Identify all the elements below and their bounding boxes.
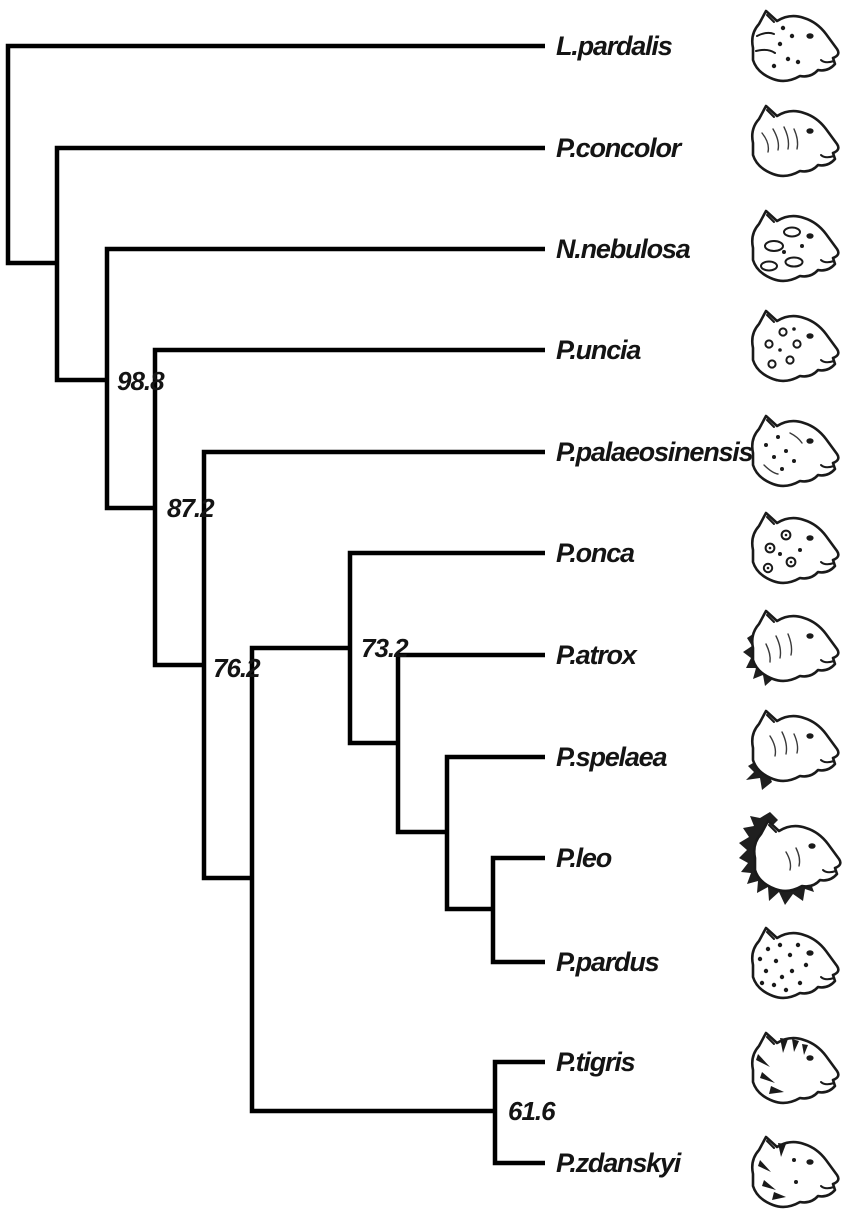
taxon-label-p-leo: P.leo — [556, 843, 612, 873]
leopard-head-icon — [736, 921, 848, 1013]
branch-patrox-clade — [395, 652, 545, 835]
puma-head-icon — [736, 99, 848, 191]
taxon-label-p-atrox: P.atrox — [556, 640, 637, 670]
taxon-label-p-spelaea: P.spelaea — [556, 742, 668, 772]
clouded-leopard-head-icon — [736, 204, 848, 296]
tiger-head-icon — [736, 1026, 848, 1118]
jaguar-head-icon — [736, 506, 848, 598]
branch-ptigris-pzdanskyi-clade — [492, 1059, 545, 1166]
cave-lion-head-icon — [736, 704, 848, 796]
ocelot-head-icon — [736, 4, 848, 96]
branch-ponca-clade — [347, 550, 545, 746]
branch-nnebulosa-clade — [104, 246, 545, 511]
branch-pleo-ppardus-clade — [490, 855, 545, 965]
support-value-98-8: 98.8 — [117, 366, 165, 396]
lion-head-icon — [736, 806, 848, 910]
taxon-label-p-palaeosinensis: P.palaeosinensis — [556, 437, 754, 467]
branch-crown-split — [249, 645, 495, 1114]
taxon-label-p-uncia: P.uncia — [556, 335, 641, 365]
american-lion-head-icon — [736, 604, 848, 696]
support-value-76-2: 76.2 — [213, 653, 261, 683]
taxon-label-p-zdanskyi: P.zdanskyi — [556, 1148, 681, 1178]
taxon-label-n-nebulosa: N.nebulosa — [556, 234, 691, 264]
branch-pspelaea-clade — [444, 754, 545, 912]
taxon-label-p-tigris: P.tigris — [556, 1047, 636, 1077]
branch-puncia-clade — [152, 347, 545, 668]
fossil-panther-head-icon — [736, 409, 848, 501]
branch-pconcolor-clade — [54, 145, 545, 383]
branch-root-lpardalis — [5, 43, 545, 266]
support-value-87-2: 87.2 — [167, 493, 215, 523]
taxon-label-l-pardalis: L.pardalis — [556, 31, 673, 61]
branch-ppalaeosinensis-clade — [201, 449, 545, 881]
taxon-label-p-pardus: P.pardus — [556, 947, 660, 977]
snow-leopard-head-icon — [736, 304, 848, 396]
support-value-73-2: 73.2 — [361, 633, 409, 663]
support-value-61-6: 61.6 — [508, 1096, 556, 1126]
zdanskyi-tiger-head-icon — [736, 1130, 848, 1222]
taxon-label-p-onca: P.onca — [556, 538, 635, 568]
taxon-label-p-concolor: P.concolor — [556, 133, 681, 163]
